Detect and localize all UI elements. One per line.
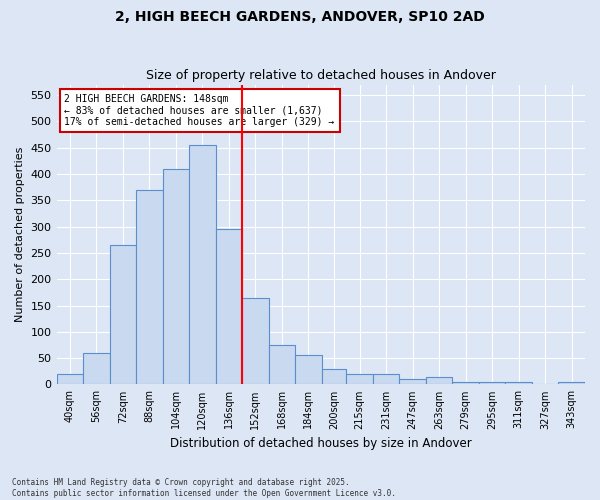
Text: 2, HIGH BEECH GARDENS, ANDOVER, SP10 2AD: 2, HIGH BEECH GARDENS, ANDOVER, SP10 2AD <box>115 10 485 24</box>
Bar <box>400 379 426 384</box>
Bar <box>505 382 532 384</box>
Bar <box>479 382 505 384</box>
Bar <box>163 168 189 384</box>
Bar <box>346 374 373 384</box>
Bar <box>83 353 110 384</box>
Bar <box>269 345 295 385</box>
Bar <box>215 229 242 384</box>
Bar <box>295 356 322 384</box>
Y-axis label: Number of detached properties: Number of detached properties <box>15 147 25 322</box>
Text: 2 HIGH BEECH GARDENS: 148sqm
← 83% of detached houses are smaller (1,637)
17% of: 2 HIGH BEECH GARDENS: 148sqm ← 83% of de… <box>64 94 335 127</box>
Bar <box>373 374 400 384</box>
Bar <box>322 368 346 384</box>
Text: Contains HM Land Registry data © Crown copyright and database right 2025.
Contai: Contains HM Land Registry data © Crown c… <box>12 478 396 498</box>
Bar <box>452 382 479 384</box>
Bar <box>559 382 585 384</box>
Bar <box>56 374 83 384</box>
Bar <box>136 190 163 384</box>
X-axis label: Distribution of detached houses by size in Andover: Distribution of detached houses by size … <box>170 437 472 450</box>
Bar <box>189 145 215 384</box>
Bar <box>110 245 136 384</box>
Title: Size of property relative to detached houses in Andover: Size of property relative to detached ho… <box>146 69 496 82</box>
Bar <box>242 298 269 384</box>
Bar <box>426 376 452 384</box>
